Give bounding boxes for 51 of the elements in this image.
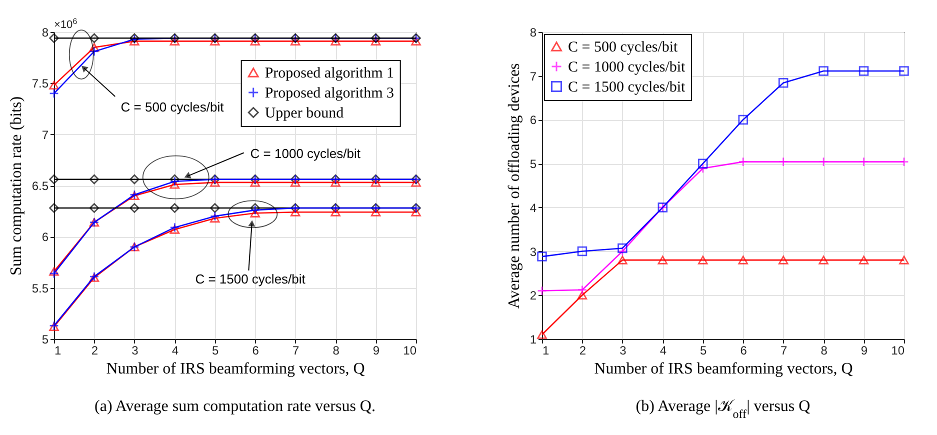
y-tick-label: 5 <box>530 157 537 172</box>
x-axis-title: Number of IRS beamforming vectors, Q <box>106 360 366 378</box>
y-tick-label: 4 <box>530 200 537 215</box>
y-tick-label: 5.5 <box>32 281 49 296</box>
y-tick-label: 1 <box>530 332 537 346</box>
x-tick-label: 1 <box>542 344 550 358</box>
annotation: C = 500 cycles/bit <box>120 100 224 115</box>
x-tick-label: 6 <box>252 344 260 358</box>
y-tick-label: 3 <box>530 244 537 259</box>
y-tick-label: 5 <box>42 332 49 346</box>
x-tick-label: 5 <box>212 344 220 358</box>
legend-label: C = 1500 cycles/bit <box>568 80 686 96</box>
legend-label: C = 500 cycles/bit <box>568 40 679 56</box>
y-tick-label: 7 <box>530 69 537 84</box>
y-tick-label: 6 <box>530 113 537 128</box>
y-tick-label: 7.5 <box>32 76 49 91</box>
x-tick-label: 8 <box>820 344 828 358</box>
x-tick-label: 4 <box>660 344 667 358</box>
x-tick-label: 9 <box>372 344 380 358</box>
y-tick-label: 2 <box>530 288 537 303</box>
annotation: C = 1000 cycles/bit <box>250 146 361 161</box>
x-tick-label: 8 <box>332 344 340 358</box>
y-axis-title: Sum computation rate (bits) <box>8 96 25 276</box>
x-tick-label: 10 <box>403 344 417 358</box>
x-axis-title: Number of IRS beamforming vectors, Q <box>594 360 854 378</box>
x-tick-label: 2 <box>91 344 98 358</box>
x-tick-label: 10 <box>891 344 905 358</box>
text: ×10$^{6}$ <box>54 16 78 31</box>
text: (b) Average |𝒦$_{off}$| versus Q <box>636 398 811 421</box>
x-tick-label: 5 <box>700 344 708 358</box>
legend-label: Proposed algorithm 3 <box>264 86 394 102</box>
y-tick-label: 8 <box>530 26 537 40</box>
y-axis-title: Average number of offloading devices <box>506 63 523 309</box>
x-tick-label: 4 <box>172 344 179 358</box>
y-tick-label: 7 <box>42 128 49 142</box>
legend-label: Upper bound <box>264 106 344 122</box>
x-tick-label: 6 <box>740 344 748 358</box>
x-tick-label: 1 <box>54 344 62 358</box>
x-tick-label: 7 <box>292 344 300 358</box>
y-tick-label: 8 <box>42 26 49 40</box>
x-tick-label: 9 <box>860 344 868 358</box>
legend-label: C = 1000 cycles/bit <box>568 60 686 76</box>
y-tick-label: 6.5 <box>32 179 49 193</box>
x-tick-label: 3 <box>620 344 627 358</box>
x-tick-label: 2 <box>579 344 586 358</box>
y-tick-label: 6 <box>42 230 49 244</box>
annotation: C = 1500 cycles/bit <box>195 272 306 287</box>
x-tick-label: 3 <box>132 344 139 358</box>
x-tick-label: 7 <box>780 344 788 358</box>
text: (a) Average sum computation rate versus Q. <box>94 398 376 415</box>
legend-label: Proposed algorithm 1 <box>264 66 394 82</box>
